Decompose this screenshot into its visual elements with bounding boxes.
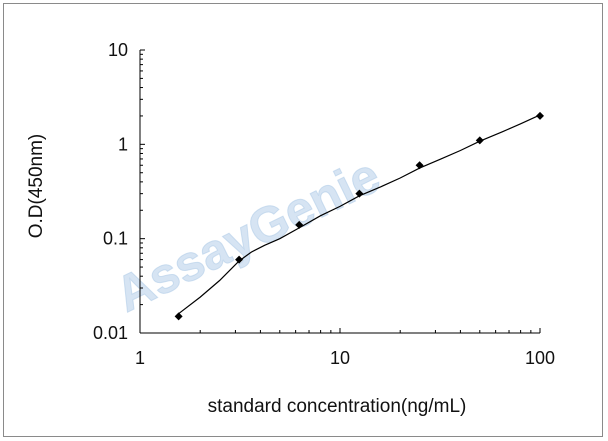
data-points [174, 111, 544, 321]
y-axis-title: O.D(450nm) [26, 134, 47, 239]
y-tick-label: 1 [118, 134, 128, 154]
data-point [174, 312, 183, 321]
watermark: AssayGenie [107, 147, 389, 323]
y-tick-label: 10 [108, 40, 128, 60]
x-tick-label: 100 [525, 348, 555, 368]
data-point [295, 220, 304, 229]
data-point [235, 255, 244, 264]
y-tick-label: 0.01 [93, 323, 128, 343]
axes [139, 49, 541, 334]
x-tick-label: 10 [330, 348, 350, 368]
y-tick-label: 0.1 [103, 229, 128, 249]
data-point [415, 161, 424, 170]
x-axis-title: standard concentration(ng/mL) [208, 396, 467, 417]
chart-frame [3, 3, 603, 437]
tick-labels: 0.01 0.1 1 10 1 10 100 [93, 40, 555, 368]
data-point [536, 111, 544, 120]
data-point [475, 136, 484, 145]
data-point [355, 189, 364, 198]
x-tick-label: 1 [135, 348, 145, 368]
